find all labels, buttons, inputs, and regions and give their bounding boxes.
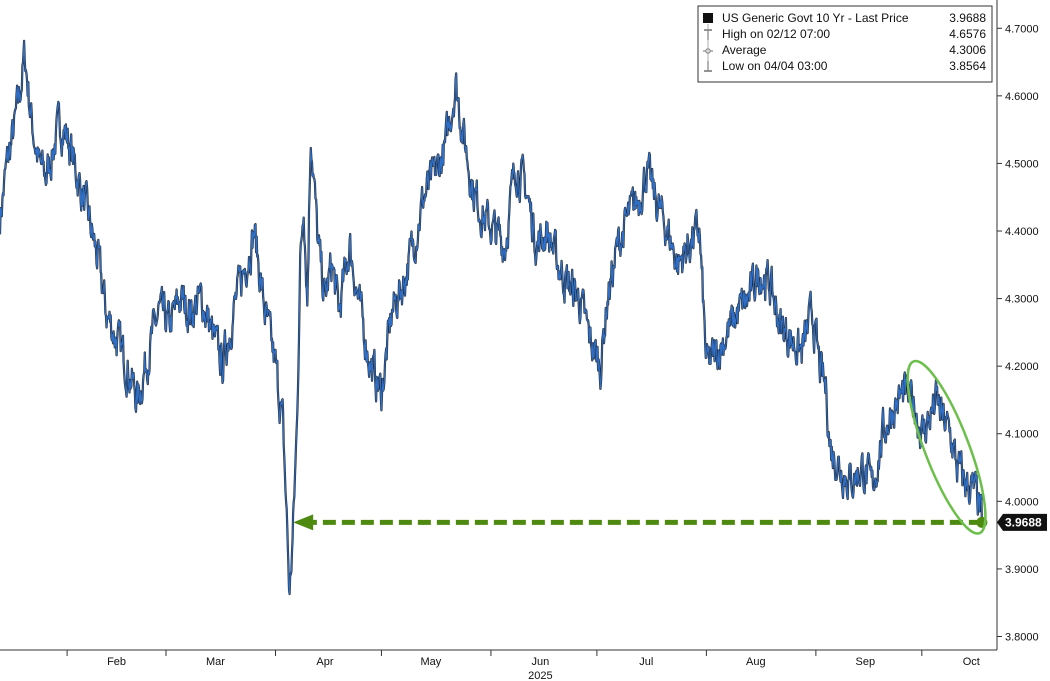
- y-tick-label: 3.9000: [1005, 564, 1039, 576]
- legend-value: 3.8564: [949, 59, 986, 73]
- y-axis: 3.8000 3.9000 4.0000 4.1000 4.2000 4.3000 4.40…: [996, 0, 1047, 650]
- support-arrowhead: [293, 514, 314, 531]
- y-tick-label: 4.5000: [1005, 158, 1039, 170]
- annotations: [293, 359, 988, 535]
- x-tick-label: Oct: [963, 656, 980, 668]
- y-tick-label: 3.8000: [1005, 631, 1039, 643]
- legend-label: Average: [722, 43, 767, 57]
- legend-value: 4.6576: [949, 27, 986, 41]
- x-tick-label: Mar: [206, 656, 225, 668]
- legend-label: Low on 04/04 03:00: [722, 59, 828, 73]
- y-tick-label: 4.0000: [1005, 496, 1039, 508]
- y-tick-label: 4.7000: [1005, 23, 1039, 35]
- y-tick-label: 4.2000: [1005, 361, 1039, 373]
- legend-value: 4.3006: [949, 43, 986, 57]
- x-tick-label: Sep: [856, 656, 876, 668]
- y-tick-label: 4.4000: [1005, 226, 1039, 238]
- series-line-price: [0, 40, 983, 595]
- legend-label: US Generic Govt 10 Yr - Last Price: [722, 11, 909, 25]
- legend-square-icon: [703, 13, 713, 23]
- x-tick-label: Apr: [316, 656, 333, 668]
- legend-label: High on 02/12 07:00: [722, 27, 830, 41]
- highlight-ellipse: [906, 359, 987, 535]
- x-tick-label: Jul: [639, 656, 653, 668]
- x-tick-label: Aug: [746, 656, 766, 668]
- legend-value: 3.9688: [949, 11, 986, 25]
- plot-area: [0, 39, 983, 596]
- legend-box: [697, 5, 993, 83]
- x-tick-label: Feb: [107, 656, 126, 668]
- x-axis: Feb Mar Apr May Jun Jul Aug Sep Oct 2025: [0, 649, 997, 681]
- y-tick-label: 4.3000: [1005, 294, 1039, 306]
- x-year-label: 2025: [528, 670, 552, 681]
- last-price-tag: [997, 513, 1047, 531]
- x-tick-label: May: [421, 656, 442, 668]
- y-tick-label: 4.1000: [1005, 429, 1039, 441]
- x-tick-label: Jun: [532, 656, 550, 668]
- y-tick-label: 4.6000: [1005, 91, 1039, 103]
- legend: US Generic Govt 10 Yr - Last Price 3.9688…: [697, 5, 993, 83]
- last-price-tag-label: 3.9688: [1005, 515, 1042, 529]
